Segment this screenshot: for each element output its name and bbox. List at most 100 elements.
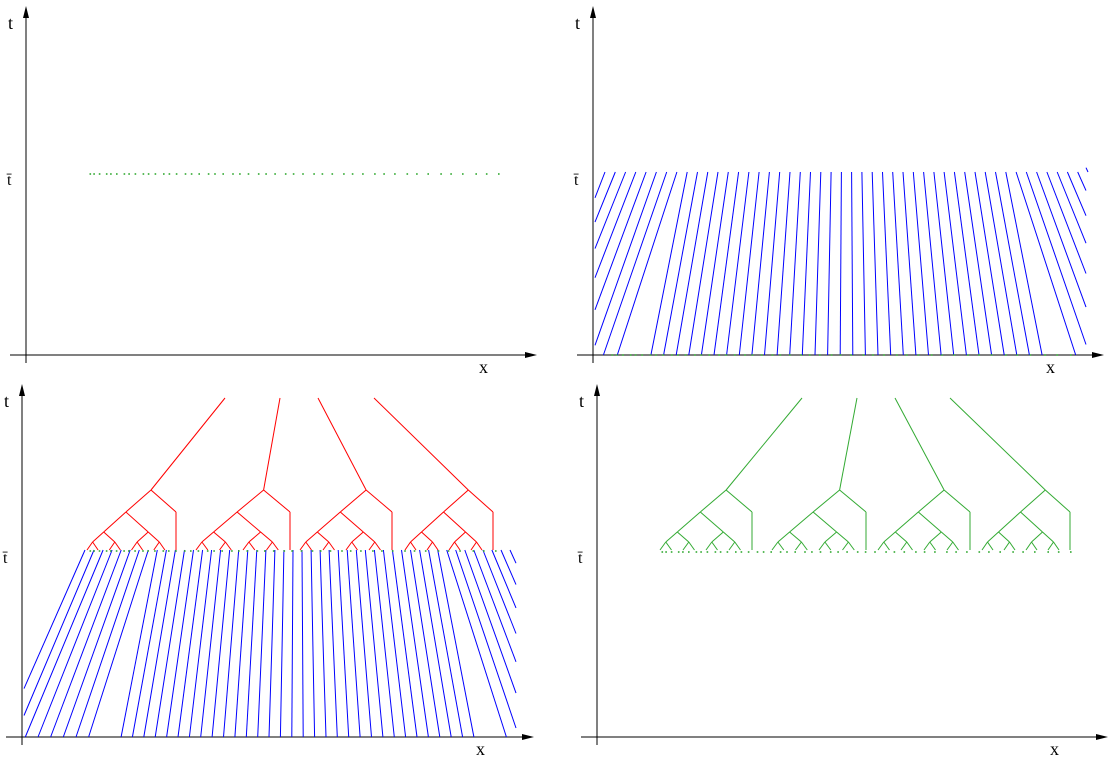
cluster-dot: [684, 354, 687, 356]
cluster-dot: [123, 550, 125, 552]
characteristic-line: [663, 171, 698, 356]
tree-branch: [351, 541, 358, 551]
tree-branch: [454, 531, 466, 543]
characteristic-line: [776, 171, 791, 356]
tree-branch: [236, 511, 261, 533]
tree-branch: [92, 541, 99, 551]
cluster-dot: [283, 550, 286, 552]
cluster-dot: [372, 550, 374, 552]
tree-branch: [114, 541, 121, 551]
cluster-dot: [98, 173, 101, 175]
cluster-dot: [394, 173, 396, 175]
tree-branch: [771, 541, 779, 551]
cluster-dot: [649, 354, 652, 356]
tree-branch: [365, 489, 393, 513]
cluster-dot: [988, 551, 990, 553]
cluster-dot: [406, 173, 409, 175]
characteristic-line: [1015, 171, 1077, 356]
characteristic-line: [446, 549, 507, 738]
cluster-dot: [274, 173, 276, 175]
cluster-dot: [265, 173, 267, 175]
characteristic-line: [594, 171, 647, 310]
tree-branch: [725, 489, 753, 513]
t-axis-label: t: [8, 13, 13, 33]
characteristic-line: [861, 171, 866, 356]
cluster-dot: [424, 550, 427, 552]
tree-branch: [929, 541, 936, 551]
cluster-dot: [175, 173, 178, 175]
tree-branch: [847, 541, 855, 551]
tree-branch: [659, 541, 667, 551]
tree-branch: [923, 541, 931, 551]
cluster-dot: [934, 551, 936, 553]
tree-branch: [705, 541, 713, 551]
cluster-dot: [105, 550, 108, 552]
cluster-dot: [735, 551, 737, 553]
characteristic-line: [301, 549, 304, 738]
tree-branch: [362, 531, 376, 543]
characteristic-line: [602, 171, 668, 356]
characteristic-line: [594, 171, 627, 249]
characteristic-line: [1025, 171, 1087, 345]
cluster-dot: [808, 354, 811, 356]
tree-branch: [818, 541, 826, 551]
tree-branch: [883, 531, 896, 543]
tree-branch: [998, 531, 1010, 543]
cluster-dot: [416, 173, 418, 175]
tree-branch: [108, 541, 116, 551]
cluster-dot: [472, 550, 475, 552]
cluster-dot: [800, 354, 802, 356]
characteristic-line: [726, 171, 750, 356]
cluster-dot: [953, 354, 955, 356]
tree-branch: [158, 541, 166, 551]
t-bar-label: t̄: [2, 550, 8, 567]
cluster-dot: [341, 550, 343, 552]
characteristic-line: [650, 171, 688, 356]
cluster-dot: [856, 551, 859, 553]
cluster-dot: [331, 173, 334, 175]
cluster-dot: [168, 550, 170, 552]
tree-branch: [248, 541, 256, 551]
tree-branch: [150, 489, 177, 513]
x-axis-label: x: [479, 357, 488, 377]
cluster-dot: [905, 354, 908, 356]
tree-branch: [699, 511, 724, 533]
characteristic-line: [364, 549, 384, 738]
cluster-dot: [142, 550, 144, 552]
tree-branch: [236, 489, 264, 513]
tree-branch: [443, 489, 469, 513]
cluster-dot: [819, 551, 822, 553]
tree-branch: [299, 541, 307, 551]
cluster-dot: [837, 551, 839, 553]
cluster-dot: [830, 354, 833, 356]
cluster-dot: [381, 550, 383, 552]
cluster-dot: [756, 551, 759, 553]
tree-branch: [894, 531, 908, 543]
cluster-dot: [923, 551, 926, 553]
characteristic-line: [738, 171, 760, 356]
cluster-dot: [622, 354, 624, 356]
characteristic-line: [764, 171, 781, 356]
characteristic-line: [455, 549, 517, 729]
characteristic-line: [291, 549, 294, 738]
tree-branch: [305, 541, 312, 551]
cluster-dot: [427, 173, 429, 175]
cluster-dot: [915, 551, 917, 553]
tree-branch: [201, 531, 214, 543]
cluster-dot: [670, 551, 673, 553]
cluster-dot: [142, 173, 145, 175]
characteristic-line: [88, 549, 149, 738]
cluster-dot: [747, 551, 750, 553]
cluster-dot: [725, 354, 727, 356]
cluster-dot: [343, 173, 345, 175]
characteristic-line: [245, 549, 258, 738]
cluster-dot: [292, 173, 295, 175]
tree-branch: [900, 541, 908, 551]
characteristic-line: [223, 549, 240, 738]
cluster-dot: [374, 173, 376, 175]
tree-branch: [998, 511, 1021, 533]
tree-trunk: [839, 397, 858, 491]
cluster-dot: [256, 550, 259, 552]
tree-branch: [877, 541, 885, 551]
tree-branch: [676, 531, 690, 543]
